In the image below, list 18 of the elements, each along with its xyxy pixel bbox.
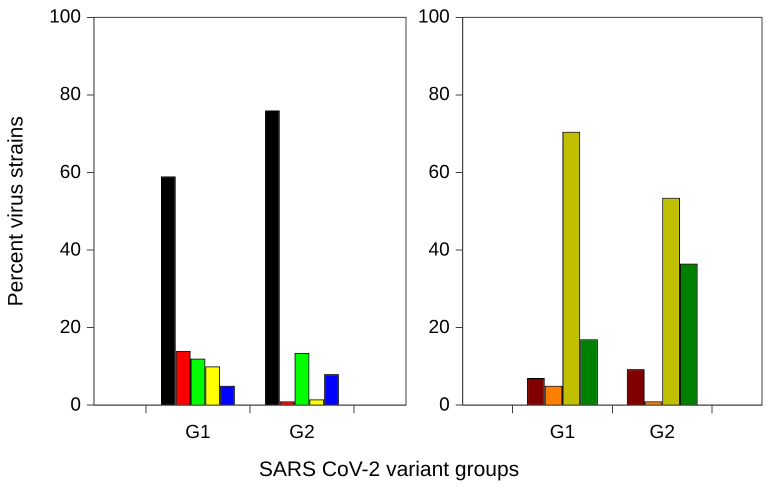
y-tick-label: 40	[60, 239, 81, 260]
y-tick-label: 40	[428, 239, 450, 260]
y-tick-label: 0	[439, 394, 450, 416]
y-tick-label: 100	[49, 6, 81, 28]
y-tick-label: 80	[60, 84, 81, 106]
y-axis-title: Percent virus strains	[4, 116, 28, 306]
y-tick-label: 100	[418, 6, 450, 28]
x-axis-title: SARS CoV-2 variant groups	[258, 458, 520, 482]
y-tick-label: 20	[60, 316, 81, 338]
x-tick-label: G2	[289, 422, 315, 443]
x-tick-label: G1	[185, 422, 211, 443]
y-tick-label: 60	[60, 162, 81, 183]
x-tick-label: G1	[550, 422, 576, 443]
y-tick-label: 60	[428, 162, 450, 183]
x-tick-label: G2	[650, 422, 675, 443]
y-tick-label: 80	[428, 84, 450, 106]
y-tick-label: 20	[428, 316, 450, 338]
y-tick-label: 0	[70, 394, 81, 416]
